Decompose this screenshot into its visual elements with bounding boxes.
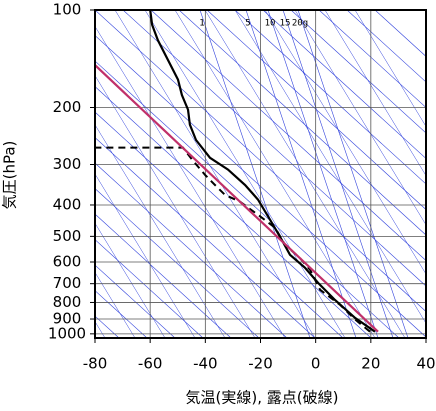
moist-adiabat — [95, 222, 166, 338]
x-axis-label: 気温(実線), 露点(破線) — [186, 389, 339, 407]
dry-adiabat — [95, 162, 288, 338]
dry-adiabat — [346, 10, 426, 83]
mixing-ratio-line — [245, 10, 357, 338]
y-tick-label: 300 — [53, 155, 82, 173]
moist-adiabat — [204, 10, 406, 338]
mixing-ratio-label: 20g — [292, 19, 308, 29]
dry-adiabat — [95, 111, 344, 338]
mixing-ratio-line — [297, 10, 409, 338]
profile-line — [95, 64, 379, 333]
dry-adiabat — [95, 213, 232, 338]
y-tick-label: 800 — [53, 293, 82, 311]
dry-adiabat — [95, 137, 316, 338]
dry-adiabat — [234, 10, 426, 185]
x-tick-label: -40 — [193, 355, 218, 373]
y-tick-label: 1000 — [48, 324, 86, 342]
moist-adiabat — [95, 75, 256, 338]
mixing-ratio-label: 15 — [280, 19, 291, 29]
dry-adiabat — [95, 239, 204, 338]
mixing-ratio-label: 5 — [245, 19, 250, 29]
dry-adiabat — [262, 10, 426, 159]
moist-adiabat — [114, 10, 316, 338]
dry-adiabat — [95, 188, 260, 338]
y-tick-label: 400 — [53, 195, 82, 213]
x-tick-label: 0 — [311, 355, 321, 373]
y-tick-label: 100 — [53, 1, 82, 19]
dry-adiabat — [206, 10, 426, 210]
y-axis-label: 気圧(hPa) — [1, 141, 19, 210]
y-tick-label: 700 — [53, 274, 82, 292]
dry-adiabat — [178, 10, 426, 236]
x-tick-label: 20 — [361, 355, 380, 373]
x-tick-label: -20 — [248, 355, 273, 373]
mixing-ratio-label: 10 — [265, 19, 276, 29]
moist-adiabat — [264, 10, 426, 275]
plot-frame — [94, 9, 427, 339]
mixing-ratio-label: 1 — [199, 19, 204, 29]
dry-adiabat — [150, 10, 426, 261]
profile-line — [95, 146, 371, 333]
y-tick-label: 600 — [53, 252, 82, 270]
y-tick-label: 900 — [53, 310, 82, 328]
moist-adiabat — [234, 10, 426, 324]
moist-adiabat — [294, 10, 426, 226]
moist-adiabat — [354, 10, 426, 127]
dry-adiabat — [122, 10, 426, 287]
grid — [90, 9, 427, 343]
mixing-ratio-line — [282, 10, 394, 338]
y-tick-label: 500 — [53, 227, 82, 245]
moist-adiabat — [95, 173, 196, 338]
y-tick-label: 200 — [53, 98, 82, 116]
x-tick-label: 40 — [416, 355, 435, 373]
moist-adiabat — [144, 10, 346, 338]
dry-adiabat — [290, 10, 426, 134]
x-tick-label: -80 — [83, 355, 108, 373]
dry-adiabat — [318, 10, 426, 108]
moist-adiabat — [324, 10, 426, 177]
profiles — [95, 10, 379, 333]
x-tick-label: -60 — [138, 355, 163, 373]
